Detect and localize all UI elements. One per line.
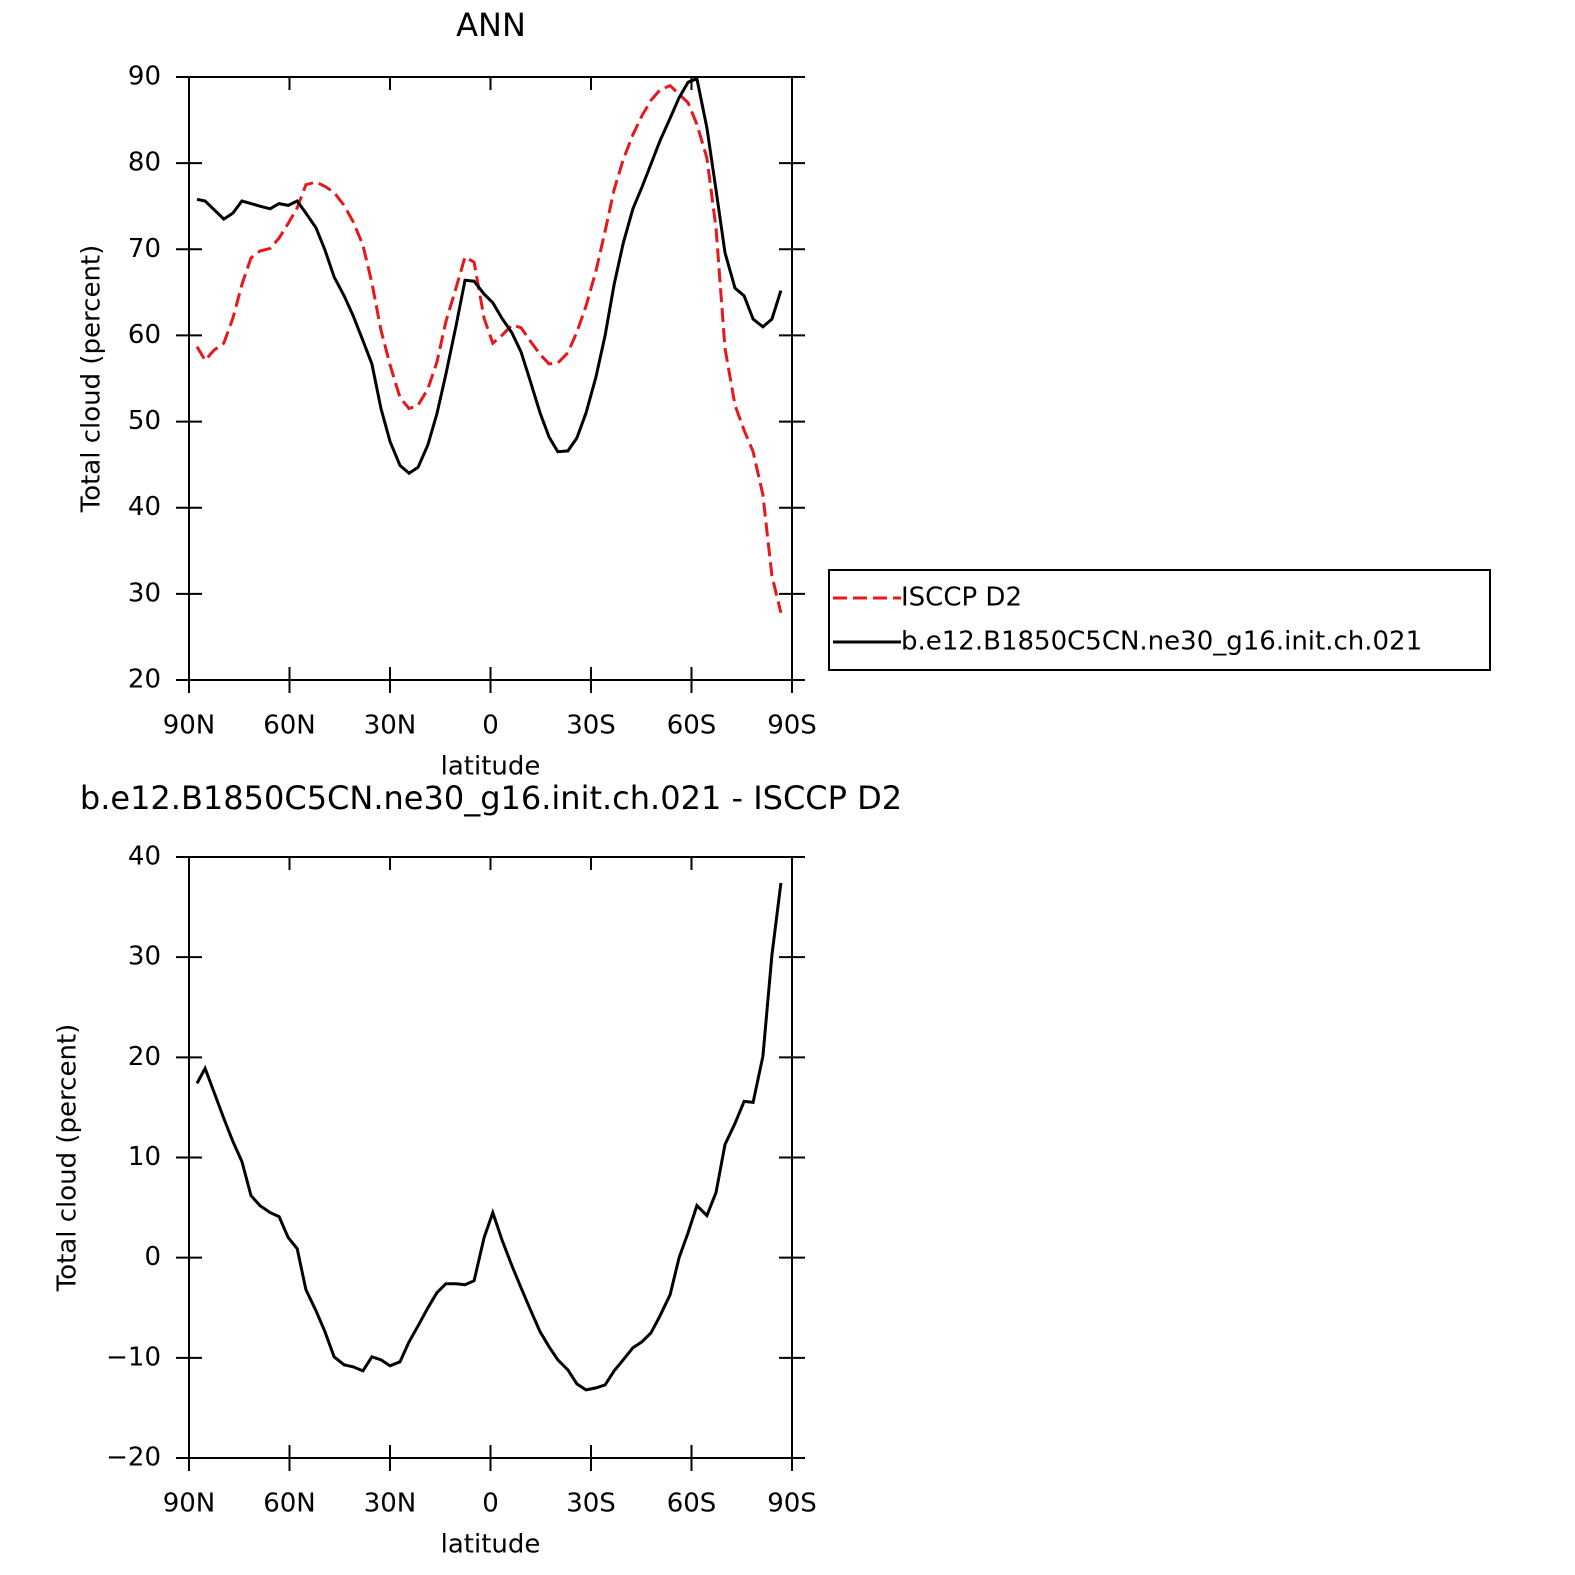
y-tick-label: 40 <box>128 842 161 872</box>
x-tick-label: 0 <box>482 1489 499 1519</box>
x-tick-label: 60N <box>263 711 316 741</box>
x-tick-label: 60S <box>667 1489 717 1519</box>
chart-title: b.e12.B1850C5CN.ne30_g16.init.ch.021 - I… <box>80 779 902 817</box>
y-tick-label: 30 <box>128 942 161 972</box>
x-tick-label: 30S <box>566 1489 616 1519</box>
y-tick-label: 80 <box>128 148 161 178</box>
chart-title: ANN <box>456 6 526 44</box>
y-tick-label: 20 <box>128 1042 161 1072</box>
plot-frame <box>188 856 793 1459</box>
legend-box <box>828 569 1491 671</box>
y-tick-label: 70 <box>128 234 161 264</box>
x-tick-label: 90S <box>767 1489 817 1519</box>
data-line <box>196 76 783 476</box>
y-tick-label: 30 <box>128 578 161 608</box>
x-tick-label: 60N <box>263 1489 316 1519</box>
x-tick-label: 0 <box>482 711 499 741</box>
x-axis-label: latitude <box>441 1530 541 1560</box>
data-line <box>195 882 783 1392</box>
x-tick-label: 60S <box>667 711 717 741</box>
x-tick-label: 90S <box>767 711 817 741</box>
x-tick-label: 30S <box>566 711 616 741</box>
legend-label: ISCCP D2 <box>901 583 1022 613</box>
y-tick-label: 20 <box>128 665 161 695</box>
legend-label: b.e12.B1850C5CN.ne30_g16.init.ch.021 <box>901 627 1422 657</box>
y-tick-label: −10 <box>106 1342 161 1372</box>
y-tick-label: 10 <box>128 1142 161 1172</box>
y-tick-label: 60 <box>128 320 161 350</box>
x-tick-label: 90N <box>163 1489 216 1519</box>
data-line <box>195 83 783 614</box>
y-tick-label: 90 <box>128 62 161 92</box>
y-tick-label: −20 <box>106 1443 161 1473</box>
x-tick-label: 30N <box>364 1489 417 1519</box>
plot-frame <box>188 76 793 681</box>
y-axis-label: Total cloud (percent) <box>77 245 107 514</box>
x-tick-label: 90N <box>163 711 216 741</box>
y-axis-label: Total cloud (percent) <box>53 1024 83 1293</box>
y-tick-label: 40 <box>128 492 161 522</box>
x-axis-label: latitude <box>441 752 541 782</box>
y-tick-label: 0 <box>144 1242 161 1272</box>
x-tick-label: 30N <box>364 711 417 741</box>
y-tick-label: 50 <box>128 406 161 436</box>
